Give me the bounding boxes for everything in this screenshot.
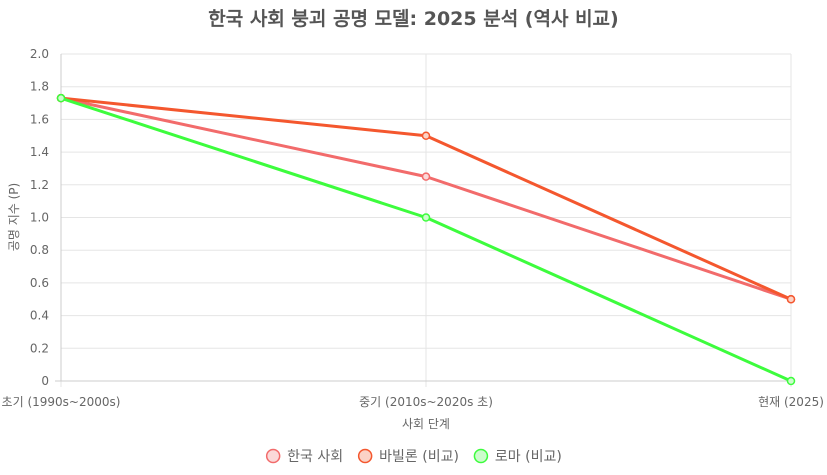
legend-item[interactable]: 바빌론 (비교) — [357, 448, 459, 465]
data-point — [421, 131, 431, 140]
x-tick-label: 중기 (2010s~2020s 초) — [359, 395, 493, 409]
legend-item[interactable]: 로마 (비교) — [473, 448, 562, 465]
legend-marker — [473, 448, 489, 464]
chart-title: 한국 사회 붕괴 공명 모델: 2025 분석 (역사 비교) — [208, 8, 618, 30]
y-tick-label: 1.2 — [30, 178, 49, 192]
y-tick-label: 1.4 — [30, 145, 49, 159]
y-tick-label: 1.0 — [30, 211, 49, 225]
y-tick-label: 1.8 — [30, 80, 49, 94]
legend: 한국 사회 바빌론 (비교) 로마 (비교) — [265, 448, 562, 465]
y-axis-title: 공명 지수 (P) — [7, 183, 21, 251]
x-axis-title: 사회 단계 — [402, 417, 450, 431]
legend-marker — [265, 448, 281, 464]
y-tick-label: 0.8 — [30, 243, 49, 257]
legend-item[interactable]: 한국 사회 — [265, 448, 343, 465]
axes — [55, 54, 791, 382]
x-tick-label: 초기 (1990s~2000s) — [2, 395, 121, 409]
data-point — [786, 295, 796, 304]
y-tick-label: 0 — [41, 374, 49, 388]
x-tick-label: 현재 (2025) — [758, 395, 824, 409]
y-tick-label: 1.6 — [30, 112, 49, 126]
y-tick-label: 0.2 — [30, 341, 49, 355]
data-point — [421, 172, 431, 181]
x-tick-labels: 초기 (1990s~2000s) 중기 (2010s~2020s 초) 현재 (20… — [2, 395, 824, 409]
series — [56, 93, 796, 386]
data-point — [786, 376, 796, 386]
y-tick-labels: 0 0.2 0.4 0.6 0.8 1.0 1.2 1.4 1.6 1.8 2.0 — [30, 47, 49, 388]
data-point — [421, 213, 431, 222]
y-tick-label: 0.4 — [30, 309, 49, 323]
legend-marker — [357, 448, 373, 464]
legend-label: 바빌론 (비교) — [379, 449, 459, 465]
series-2 — [56, 93, 796, 386]
y-tick-label: 2.0 — [30, 47, 49, 61]
legend-label: 로마 (비교) — [495, 449, 562, 465]
data-point — [56, 93, 66, 103]
y-tick-label: 0.6 — [30, 276, 49, 290]
legend-label: 한국 사회 — [287, 449, 343, 465]
